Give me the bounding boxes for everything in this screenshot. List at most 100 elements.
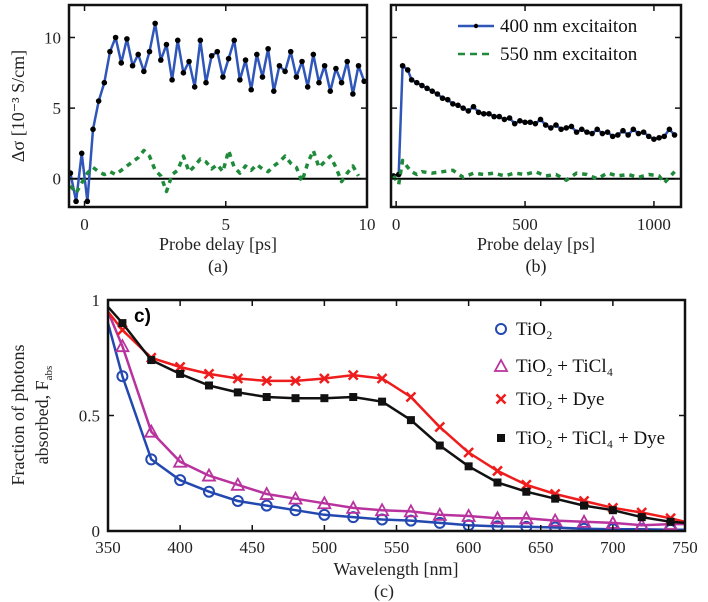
panel-a-caption: (a)	[208, 256, 228, 277]
data-point	[118, 319, 127, 328]
data-point	[118, 60, 125, 66]
data-point	[645, 133, 652, 140]
x-tick-label: 0	[392, 215, 401, 234]
data-point	[511, 120, 518, 127]
x-tick-label: 750	[672, 538, 698, 557]
data-point	[491, 113, 497, 120]
data-point	[201, 467, 217, 482]
data-point	[361, 78, 367, 85]
series-line-2	[108, 310, 685, 524]
data-point	[345, 500, 361, 514]
data-point	[288, 490, 304, 505]
data-point	[520, 520, 533, 531]
data-point	[527, 119, 533, 126]
data-point	[321, 62, 328, 69]
x-tick-label: 400	[167, 538, 193, 557]
data-point	[637, 513, 646, 522]
data-point	[378, 397, 387, 406]
data-point	[489, 510, 505, 525]
data-point	[433, 516, 446, 529]
data-point	[625, 132, 631, 138]
data-point	[506, 115, 513, 121]
data-point	[231, 37, 238, 44]
data-point	[470, 103, 477, 110]
data-point	[522, 119, 528, 126]
data-point	[174, 37, 181, 44]
x-tick-label: 500	[312, 538, 338, 557]
data-point	[290, 375, 301, 387]
legend-marker-square	[497, 434, 505, 442]
data-point	[186, 58, 192, 65]
data-point	[114, 338, 130, 353]
data-point	[584, 129, 590, 135]
data-point	[434, 421, 446, 433]
data-point	[261, 375, 273, 387]
data-point	[408, 77, 415, 83]
data-point	[620, 127, 626, 134]
series-line-0	[393, 64, 676, 178]
data-point	[262, 393, 271, 402]
data-point	[141, 68, 147, 75]
data-point	[169, 77, 175, 83]
data-point	[84, 198, 91, 205]
data-point	[355, 62, 362, 69]
data-point	[549, 521, 562, 531]
y-tick-label: 10	[44, 28, 61, 47]
data-point	[90, 126, 96, 133]
data-point	[248, 86, 254, 93]
data-point	[399, 62, 406, 69]
data-point	[146, 48, 153, 55]
plot-area	[391, 62, 681, 187]
axes-frame	[67, 3, 369, 209]
data-point	[522, 487, 531, 496]
data-point	[486, 110, 492, 117]
data-point	[439, 95, 446, 102]
data-point	[403, 503, 419, 518]
x-tick-label: 550	[384, 538, 410, 557]
data-point	[232, 373, 244, 384]
data-point	[444, 96, 451, 103]
plot-area	[69, 20, 367, 205]
data-point	[112, 34, 119, 41]
data-point	[547, 512, 563, 527]
data-point	[661, 133, 668, 140]
x-tick-label: 1000	[637, 215, 671, 234]
panel-c-ylabel-line1: Fraction of photons	[8, 345, 28, 486]
data-point	[419, 82, 425, 89]
data-point	[254, 51, 260, 58]
data-point	[429, 88, 436, 94]
plot-area	[108, 306, 685, 531]
x-tick-label: 5	[222, 215, 231, 234]
data-point	[259, 74, 266, 80]
data-point	[450, 101, 456, 107]
data-point	[576, 513, 592, 528]
data-point	[180, 70, 187, 76]
data-point	[492, 465, 503, 477]
data-point	[124, 36, 130, 42]
data-point	[116, 370, 129, 383]
data-point	[299, 58, 305, 65]
ylabel-main: absorbed, F	[32, 380, 52, 464]
data-point	[203, 79, 209, 86]
panel-c-legend: TiO₂ TiO₂ + TiCl₄ TiO₂ + Dye TiO₂ + TiCl₄ +…	[493, 319, 665, 449]
data-point	[609, 133, 616, 140]
series-line-1	[392, 158, 676, 187]
data-point	[293, 74, 300, 80]
data-point	[242, 57, 249, 63]
series-line-1	[69, 148, 361, 195]
data-point	[347, 369, 359, 381]
data-point	[289, 504, 302, 517]
y-tick-label: 5	[53, 99, 62, 118]
data-point	[532, 120, 539, 127]
data-point	[599, 130, 606, 137]
data-point	[496, 113, 503, 120]
data-point	[282, 68, 288, 75]
data-point	[233, 388, 242, 397]
data-point	[493, 478, 502, 487]
legend-label-550nm: 550 nm excitaiton	[500, 44, 638, 65]
x-tick-label: 350	[95, 538, 121, 557]
data-point	[537, 116, 544, 123]
data-point	[333, 65, 339, 72]
panel-b-legend: 400 nm excitaiton 550 nm excitaiton	[458, 16, 638, 65]
